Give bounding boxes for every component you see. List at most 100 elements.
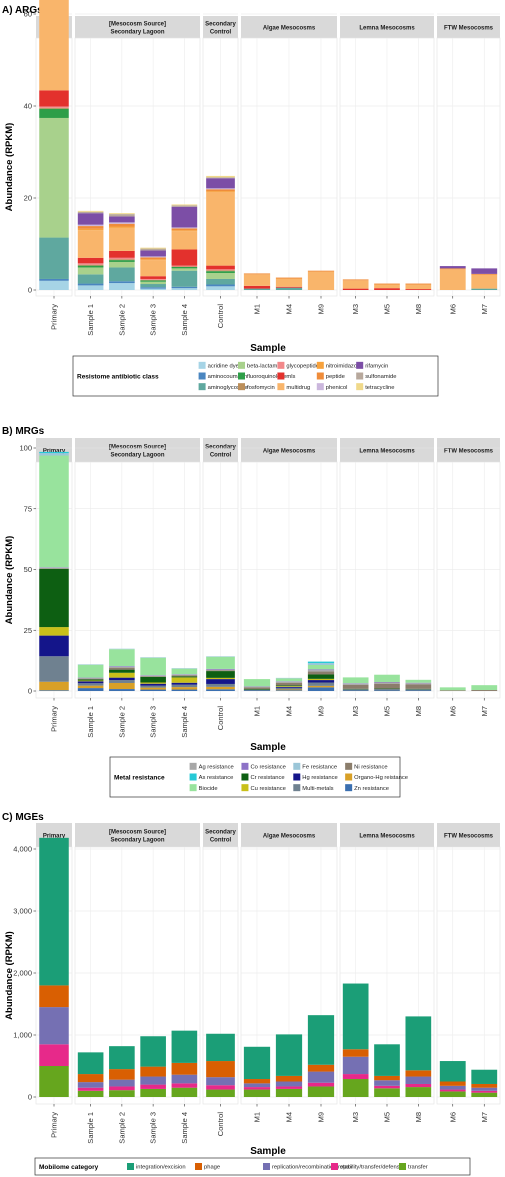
bar-segment	[405, 1083, 432, 1088]
bar-segment	[140, 288, 166, 290]
bar-segment	[275, 1088, 303, 1097]
bar-segment	[171, 1030, 198, 1063]
bar-segment	[39, 635, 69, 657]
bar-segment	[439, 1081, 466, 1086]
bar-segment	[171, 1087, 198, 1097]
legend-label: phage	[204, 1165, 220, 1171]
facet-label: Secondary Lagoon	[110, 453, 164, 459]
bar-segment	[307, 1064, 335, 1072]
legend-label: Fe resistance	[302, 765, 337, 771]
bar-segment	[77, 257, 104, 264]
bar-segment	[77, 211, 104, 214]
bar-segment	[109, 257, 135, 260]
bar-segment	[243, 1089, 271, 1097]
bar-segment	[275, 685, 303, 687]
bar-segment	[439, 690, 466, 691]
facet-label: Secondary Lagoon	[110, 838, 164, 844]
bar-segment	[77, 688, 104, 691]
x-tick-label: M6	[448, 304, 457, 314]
bar-segment	[471, 273, 498, 275]
x-tick-label: M3	[351, 304, 360, 314]
x-tick-label: M1	[253, 706, 262, 716]
bar-segment	[342, 1056, 369, 1075]
bar-segment	[439, 268, 466, 270]
bar-segment	[275, 689, 303, 691]
x-tick-label: M7	[480, 304, 489, 314]
legend-swatch	[127, 1163, 134, 1170]
bar-segment	[206, 683, 235, 687]
legend-swatch	[399, 1163, 406, 1170]
facet-label: Lemna Mesocosms	[359, 834, 415, 840]
bar-segment	[374, 1080, 400, 1086]
legend-title: Mobilome category	[39, 1164, 99, 1171]
bar-segment	[171, 676, 198, 678]
bar-segment	[471, 1092, 498, 1097]
bar-segment	[439, 269, 466, 290]
legend-swatch	[345, 762, 353, 770]
bar-segment	[39, 1066, 69, 1097]
bar-segment	[140, 685, 166, 688]
bar-segment	[206, 1085, 235, 1090]
facet-strip	[203, 16, 238, 38]
bar-segment	[206, 265, 235, 270]
bar-segment	[39, 1007, 69, 1045]
bar-segment	[275, 681, 303, 683]
bar-segment	[171, 270, 198, 287]
y-tick-label: 0	[28, 687, 32, 696]
y-tick-label: 3,000	[13, 907, 32, 916]
bar-segment	[307, 669, 335, 671]
bar-segment	[307, 671, 335, 675]
panel-title: A) ARGs	[2, 5, 43, 16]
bar-segment	[405, 289, 432, 290]
bar-segment	[77, 230, 104, 258]
bar-segment	[109, 1086, 135, 1091]
bar-segment	[109, 667, 135, 670]
bar-segment	[39, 985, 69, 1008]
bar-segment	[342, 288, 369, 290]
y-tick-label: 0	[28, 286, 32, 295]
bar-segment	[140, 260, 166, 277]
bar-segment	[471, 685, 498, 691]
bar-segment	[109, 1069, 135, 1080]
legend-swatch	[189, 762, 197, 770]
facet-label: Secondary Lagoon	[110, 30, 164, 36]
legend-swatch	[345, 784, 353, 792]
bar-segment	[171, 682, 198, 685]
y-tick-label: 4,000	[13, 845, 32, 854]
bar-segment	[206, 192, 235, 266]
bar-segment	[109, 261, 135, 268]
bar-segment	[109, 1079, 135, 1087]
bar-segment	[140, 256, 166, 258]
bar-segment	[140, 284, 166, 288]
bar-segment	[243, 687, 271, 690]
bar-segment	[206, 178, 235, 189]
x-tick-label: M4	[285, 304, 294, 314]
bar-segment	[471, 268, 498, 274]
legend-swatch	[316, 361, 324, 369]
bar-segment	[206, 689, 235, 691]
bar-segment	[109, 250, 135, 258]
bar-segment	[39, 627, 69, 636]
bar-segment	[140, 1088, 166, 1097]
bar-segment	[77, 263, 104, 265]
facet-strip	[437, 16, 500, 38]
bar-segment	[77, 685, 104, 689]
y-tick-label: 25	[24, 626, 32, 635]
bar-segment	[374, 689, 400, 691]
bar-segment	[206, 270, 235, 272]
bar-segment	[243, 288, 271, 290]
x-tick-label: Primary	[50, 706, 59, 732]
bar-segment	[307, 271, 335, 290]
facet-strip	[241, 16, 337, 38]
legend-label: aminoglycoside	[208, 385, 248, 391]
bar-segment	[109, 1046, 135, 1070]
facet-label: FTW Mesocosms	[444, 834, 494, 840]
bar-segment	[275, 278, 303, 287]
bar-segment	[405, 283, 432, 285]
facet-label: Algae Mesocosms	[263, 449, 316, 455]
legend-swatch	[198, 372, 206, 380]
x-tick-label: Sample 2	[117, 304, 126, 336]
bar-segment	[374, 288, 400, 290]
y-axis-title: Abundance (RPKM)	[4, 931, 15, 1020]
bar-segment	[109, 267, 135, 282]
